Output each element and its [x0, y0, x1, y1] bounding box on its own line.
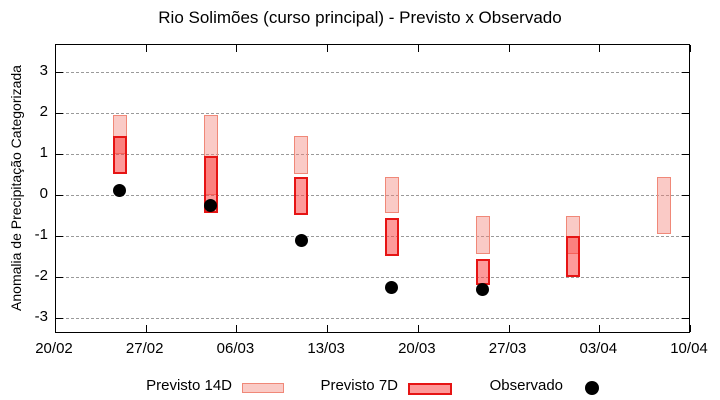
- y-tick-label: 1: [39, 144, 48, 161]
- observed-point: [385, 280, 399, 294]
- legend-swatch-previsto-14d-icon: [242, 383, 284, 393]
- x-tick-mark: [417, 45, 419, 52]
- x-tick-mark: [327, 45, 329, 52]
- legend-label-previsto-7d: Previsto 7D: [320, 377, 398, 394]
- y-tick-mark: [56, 113, 63, 114]
- x-tick-mark: [236, 45, 238, 52]
- x-tick-mark: [145, 45, 147, 52]
- forecast-7d-box: [112, 135, 127, 175]
- grid-line: [56, 72, 689, 73]
- grid-line: [56, 318, 689, 319]
- forecast-14d-box: [657, 176, 672, 234]
- y-tick-label: -3: [34, 308, 48, 325]
- x-tick-label: 06/03: [216, 340, 255, 357]
- observed-point: [113, 184, 127, 198]
- grid-line: [56, 113, 689, 114]
- x-tick-label: 10/04: [670, 340, 708, 357]
- y-tick-label: -2: [34, 267, 48, 284]
- x-tick-mark: [236, 325, 238, 332]
- y-tick-mark: [682, 154, 689, 155]
- y-tick-mark: [56, 277, 63, 278]
- x-tick-mark: [599, 45, 601, 52]
- forecast-7d-box: [384, 217, 399, 257]
- plot-area: [55, 44, 691, 333]
- y-tick-mark: [682, 277, 689, 278]
- forecast-7d-box: [566, 236, 581, 277]
- forecast-7d-box: [294, 176, 309, 216]
- x-tick-mark: [55, 325, 56, 332]
- x-tick-mark: [145, 325, 147, 332]
- y-tick-mark: [682, 195, 689, 196]
- forecast-14d-box: [384, 176, 399, 214]
- x-tick-mark: [55, 45, 56, 52]
- x-tick-label: 27/03: [488, 340, 527, 357]
- y-tick-mark: [56, 154, 63, 155]
- y-tick-mark: [56, 236, 63, 237]
- x-tick-mark: [327, 325, 329, 332]
- observed-point: [294, 233, 308, 247]
- grid-line: [56, 154, 689, 155]
- y-tick-label: -1: [34, 226, 48, 243]
- x-tick-label: 20/03: [398, 340, 436, 357]
- x-tick-mark: [599, 325, 601, 332]
- y-tick-mark: [682, 72, 689, 73]
- forecast-7d-box: [475, 258, 490, 286]
- legend-label-observado: Observado: [489, 377, 563, 394]
- observed-point: [476, 282, 490, 296]
- x-tick-label: 20/02: [35, 340, 73, 357]
- chart-title: Rio Solimões (curso principal) - Previst…: [158, 8, 562, 27]
- x-tick-mark: [508, 325, 510, 332]
- x-tick-label: 03/04: [579, 340, 618, 357]
- grid-line: [56, 195, 689, 196]
- forecast-14d-box: [475, 215, 490, 255]
- y-tick-mark: [56, 195, 63, 196]
- x-tick-label: 13/03: [307, 340, 345, 357]
- legend-swatch-observado-icon: [585, 381, 599, 395]
- y-tick-mark: [682, 318, 689, 319]
- x-tick-mark: [508, 45, 510, 52]
- y-tick-mark: [682, 113, 689, 114]
- legend-swatch-previsto-7d-icon: [408, 383, 452, 395]
- y-tick-mark: [56, 318, 63, 319]
- y-tick-label: 0: [39, 185, 48, 202]
- forecast-14d-box: [294, 135, 309, 175]
- observed-point: [204, 198, 217, 212]
- x-tick-mark: [690, 325, 691, 332]
- legend-label-previsto-14d: Previsto 14D: [146, 377, 232, 394]
- x-tick-label: 27/02: [125, 340, 164, 357]
- y-tick-label: 3: [39, 62, 48, 79]
- grid-line: [56, 277, 689, 278]
- grid-line: [56, 236, 689, 237]
- x-tick-mark: [417, 325, 419, 332]
- y-tick-mark: [682, 236, 689, 237]
- y-tick-label: 2: [39, 103, 48, 120]
- y-tick-mark: [56, 72, 63, 73]
- x-tick-mark: [690, 45, 691, 52]
